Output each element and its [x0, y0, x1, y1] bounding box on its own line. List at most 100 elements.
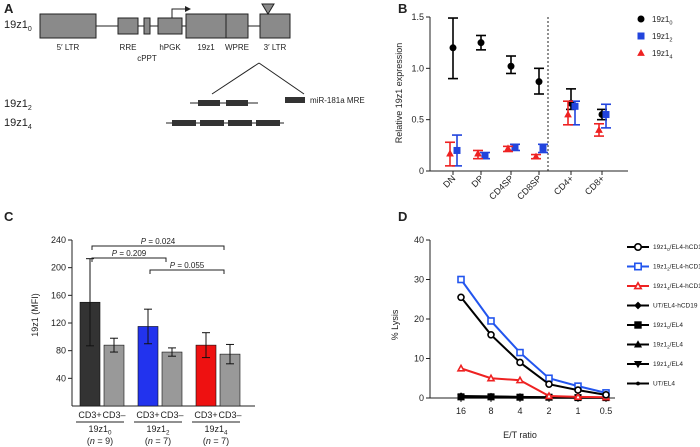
d-legend-label-1: 19z12/EL4-hCD19 — [653, 264, 700, 272]
d-legend-label-4: 19z10/EL4 — [653, 322, 683, 330]
d-point-3-1 — [487, 392, 495, 401]
wpre-box — [225, 13, 249, 39]
d-legend-marker-7 — [636, 381, 640, 386]
d-point-1-1 — [487, 317, 495, 325]
d-legend-marker-0 — [633, 243, 642, 252]
b-marker — [507, 62, 515, 70]
b-point-0-1 — [476, 34, 486, 51]
c-group-cd3neg-1: CD3– — [160, 410, 183, 420]
d-xtick-label-3: 2 — [546, 406, 551, 416]
d-point-1-2 — [516, 348, 524, 357]
d-xlabel: E/T ratio — [503, 430, 537, 440]
d-legend-label-7: UT/EL4 — [653, 381, 675, 388]
c-group-cd3neg-2: CD3– — [218, 410, 241, 420]
b-legend-marker-2 — [637, 48, 645, 56]
c-group-n-2: (n = 7) — [203, 436, 229, 446]
b-marker — [564, 110, 572, 118]
c-bar-0-0 — [79, 258, 101, 407]
d-point-0-3 — [545, 380, 553, 388]
label-rre: RRE — [120, 43, 137, 52]
c-group-n-0: (n = 9) — [87, 436, 113, 446]
zoom-line-right — [258, 62, 305, 95]
b-marker — [449, 44, 457, 52]
d-point-2-4 — [573, 392, 583, 401]
c-ytick-label: 240 — [51, 235, 66, 245]
d-ytick-label: 20 — [414, 314, 424, 324]
c-group-cd3pos-1: CD3+ — [136, 410, 159, 420]
c-bar-2-1 — [219, 343, 241, 407]
c-sig-bracket-0 — [91, 245, 225, 250]
b-point-1-5 — [601, 103, 611, 129]
b-legend-marker-0 — [637, 15, 645, 23]
d-point-2-2 — [515, 375, 525, 384]
b-marker — [595, 125, 603, 133]
d-point-0-2 — [516, 358, 524, 367]
b-ytick-label: 1.0 — [411, 63, 424, 73]
ltr5-box — [39, 13, 97, 39]
zoom-line-left — [211, 62, 260, 95]
c-ytick-label: 200 — [51, 263, 66, 273]
b-legend-label-2: 19z14 — [652, 49, 672, 60]
c-group-n-1: (n = 7) — [145, 436, 171, 446]
b-point-1-3 — [538, 143, 548, 154]
construct-main-label: 19z10 — [4, 19, 32, 33]
d-ytick-label: 0 — [419, 393, 424, 403]
rre-box — [117, 17, 139, 35]
d-point-2-0 — [456, 363, 466, 372]
construct-diagram: 19z10 5′ LTR RRE cPPT hPGK 19z1 WPRE 3′ … — [4, 3, 365, 131]
d-legend-marker-6 — [633, 360, 643, 369]
c-group-cd3neg-0: CD3– — [102, 410, 125, 420]
b-ylabel: Relative 19z1 expression — [394, 43, 404, 144]
b-point-2-3 — [531, 152, 541, 160]
d-line-1 — [460, 278, 607, 394]
panel-label-a: A — [4, 1, 14, 16]
c-group-label-2: 19z14 — [204, 424, 228, 437]
b-marker — [532, 152, 540, 160]
b-marker — [474, 149, 482, 157]
d-point-1-3 — [545, 374, 553, 383]
variant4-mre-2 — [200, 120, 224, 126]
b-marker — [511, 143, 519, 151]
panel-label-d: D — [398, 209, 407, 224]
d-legend-marker-2 — [633, 281, 643, 290]
b-point-2-5 — [594, 122, 604, 137]
d-point-0-4 — [574, 386, 582, 394]
c-group-label-1: 19z12 — [146, 424, 170, 437]
c-ytick-label: 40 — [56, 373, 66, 383]
b-xtick-label-1: DP — [469, 173, 485, 189]
b-point-2-1 — [473, 149, 483, 160]
b-point-1-4 — [570, 100, 580, 126]
label-cppt: cPPT — [137, 54, 157, 63]
b-point-2-2 — [503, 144, 513, 153]
d-xtick-label-4: 1 — [575, 406, 580, 416]
d-legend-label-3: UT/EL4-hCD19 — [653, 303, 698, 310]
variant2-mre-1 — [198, 100, 220, 106]
c-group-cd3pos-0: CD3+ — [78, 410, 101, 420]
d-legend-marker-4 — [634, 321, 642, 329]
d-point-0-0 — [457, 293, 465, 302]
b-xtick-label-2: CD4SP — [487, 173, 515, 201]
label-ltr5: 5′ LTR — [57, 43, 80, 52]
c-bar-0-1 — [103, 337, 125, 407]
variant-label-2: 19z12 — [4, 98, 32, 112]
label-19z1: 19z1 — [197, 43, 215, 52]
b-point-1-2 — [510, 143, 520, 152]
c-group-label-0: 19z10 — [88, 424, 112, 437]
d-series-2 — [456, 363, 611, 401]
variant4-mre-1 — [172, 120, 196, 126]
d-series-0 — [457, 293, 610, 399]
b-marker — [453, 146, 461, 154]
b-xtick-label-3: CD8SP — [515, 173, 543, 201]
b-point-2-4 — [563, 100, 573, 126]
cppt-box — [143, 17, 151, 35]
d-legend-label-6: 19z14/EL4 — [653, 361, 683, 369]
d-point-0-1 — [487, 330, 495, 339]
legend-mre-label: miR-181a MRE — [310, 96, 365, 105]
b-xtick-label-4: CD4+ — [552, 173, 576, 197]
d-xtick-label-1: 8 — [488, 406, 493, 416]
b-xtick-label-5: CD8+ — [583, 173, 607, 197]
d-legend-label-0: 19z10/EL4-hCD19 — [653, 244, 700, 252]
b-marker — [504, 144, 512, 152]
variant2-mre-2 — [226, 100, 248, 106]
c-ytick-label: 120 — [51, 318, 66, 328]
